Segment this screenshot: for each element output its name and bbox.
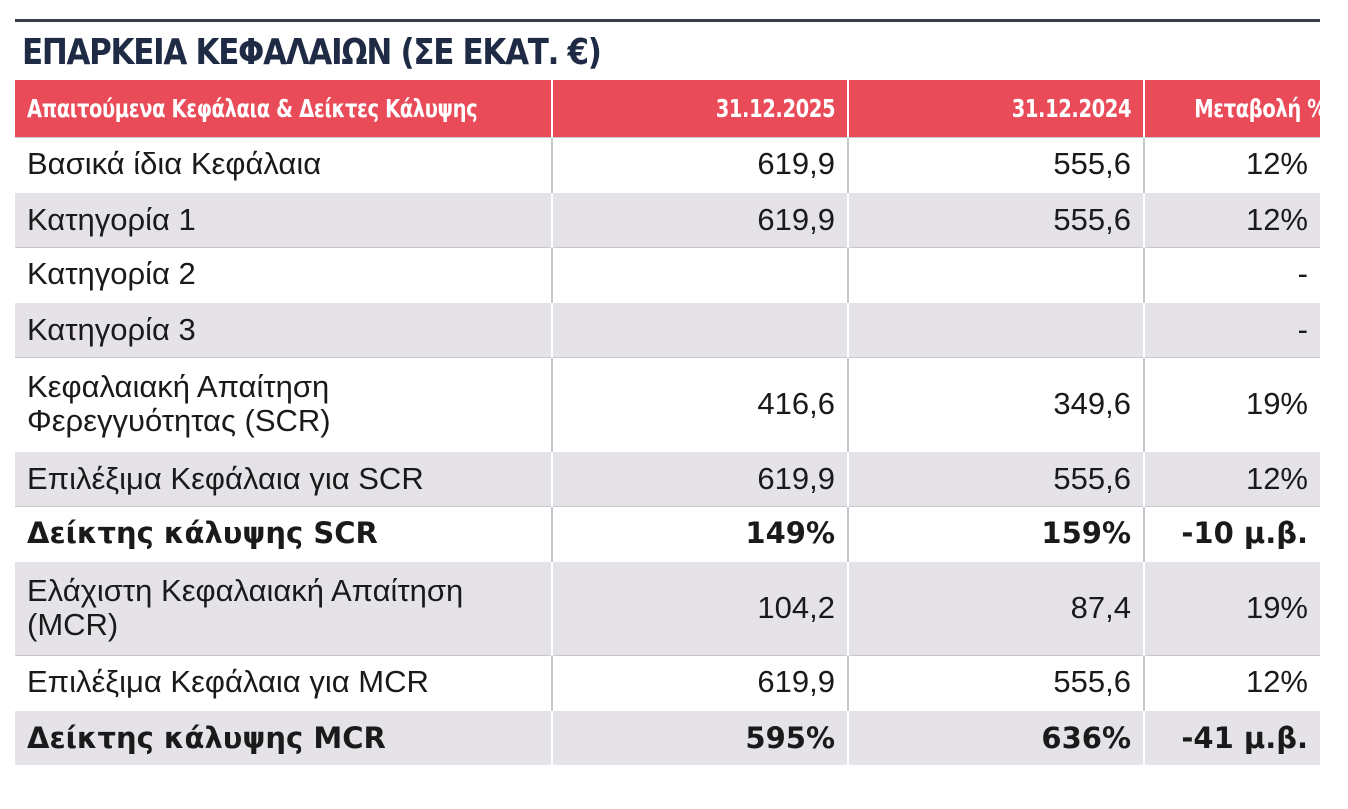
value-2024 <box>847 301 1144 357</box>
value-2024: 555,6 <box>847 136 1144 192</box>
value-change: - <box>1143 246 1320 302</box>
row-label: Βασικά ίδια Κεφάλαια <box>15 136 552 192</box>
value-change: 19% <box>1143 356 1320 451</box>
row-label: Κατηγορία 2 <box>15 246 552 302</box>
value-change: 12% <box>1143 136 1320 192</box>
value-change: - <box>1143 301 1320 357</box>
top-rule <box>15 19 1320 22</box>
table-row: Κατηγορία 2 - <box>15 246 1320 302</box>
row-label: Κεφαλαιακή Απαίτηση Φερεγγυότητας (SCR) <box>15 356 552 451</box>
value-2024: 159% <box>847 505 1144 561</box>
value-2024: 555,6 <box>847 450 1144 506</box>
page-title: ΕΠΑΡΚΕΙΑ ΚΕΦΑΛΑΙΩΝ (ΣΕ ΕΚΑΤ. €) <box>22 32 602 73</box>
table-row: Δείκτης κάλυψης MCR 595% 636% -41 μ.β. <box>15 709 1320 765</box>
value-2024: 555,6 <box>847 191 1144 247</box>
header-change: Μεταβολή % <box>1143 80 1320 137</box>
capital-adequacy-table: Απαιτούμενα Κεφάλαια & Δείκτες Κάλυψης 3… <box>15 80 1320 765</box>
value-2025: 619,9 <box>551 450 848 506</box>
value-2024: 87,4 <box>847 560 1144 655</box>
value-2024: 349,6 <box>847 356 1144 451</box>
value-change: -10 μ.β. <box>1143 505 1320 561</box>
row-label: Κατηγορία 3 <box>15 301 552 357</box>
value-change: 19% <box>1143 560 1320 655</box>
value-change: 12% <box>1143 654 1320 710</box>
row-label: Επιλέξιμα Κεφάλαια για MCR <box>15 654 552 710</box>
value-2024 <box>847 246 1144 302</box>
row-label: Δείκτης κάλυψης MCR <box>15 709 552 765</box>
table-row: Επιλέξιμα Κεφάλαια για SCR 619,9 555,6 1… <box>15 450 1320 506</box>
value-2025: 595% <box>551 709 848 765</box>
value-2025 <box>551 301 848 357</box>
value-change: 12% <box>1143 450 1320 506</box>
header-2025: 31.12.2025 <box>551 80 848 137</box>
value-2025: 619,9 <box>551 191 848 247</box>
value-2025 <box>551 246 848 302</box>
row-label: Επιλέξιμα Κεφάλαια για SCR <box>15 450 552 506</box>
value-2024: 636% <box>847 709 1144 765</box>
value-2025: 619,9 <box>551 654 848 710</box>
value-change: -41 μ.β. <box>1143 709 1320 765</box>
table-row: Κεφαλαιακή Απαίτηση Φερεγγυότητας (SCR) … <box>15 356 1320 451</box>
value-2025: 619,9 <box>551 136 848 192</box>
row-label: Δείκτης κάλυψης SCR <box>15 505 552 561</box>
header-2024: 31.12.2024 <box>847 80 1144 137</box>
table-row: Ελάχιστη Κεφαλαιακή Απαίτηση (MCR) 104,2… <box>15 560 1320 655</box>
row-label: Κατηγορία 1 <box>15 191 552 247</box>
table-row: Κατηγορία 1 619,9 555,6 12% <box>15 191 1320 247</box>
header-description: Απαιτούμενα Κεφάλαια & Δείκτες Κάλυψης <box>15 80 552 137</box>
table-row: Βασικά ίδια Κεφάλαια 619,9 555,6 12% <box>15 136 1320 192</box>
table-row: Δείκτης κάλυψης SCR 149% 159% -10 μ.β. <box>15 505 1320 561</box>
table-row: Επιλέξιμα Κεφάλαια για MCR 619,9 555,6 1… <box>15 654 1320 710</box>
table-row: Κατηγορία 3 - <box>15 301 1320 357</box>
value-change: 12% <box>1143 191 1320 247</box>
value-2025: 416,6 <box>551 356 848 451</box>
table-header-row: Απαιτούμενα Κεφάλαια & Δείκτες Κάλυψης 3… <box>15 80 1320 137</box>
value-2024: 555,6 <box>847 654 1144 710</box>
value-2025: 104,2 <box>551 560 848 655</box>
value-2025: 149% <box>551 505 848 561</box>
row-label: Ελάχιστη Κεφαλαιακή Απαίτηση (MCR) <box>15 560 552 655</box>
